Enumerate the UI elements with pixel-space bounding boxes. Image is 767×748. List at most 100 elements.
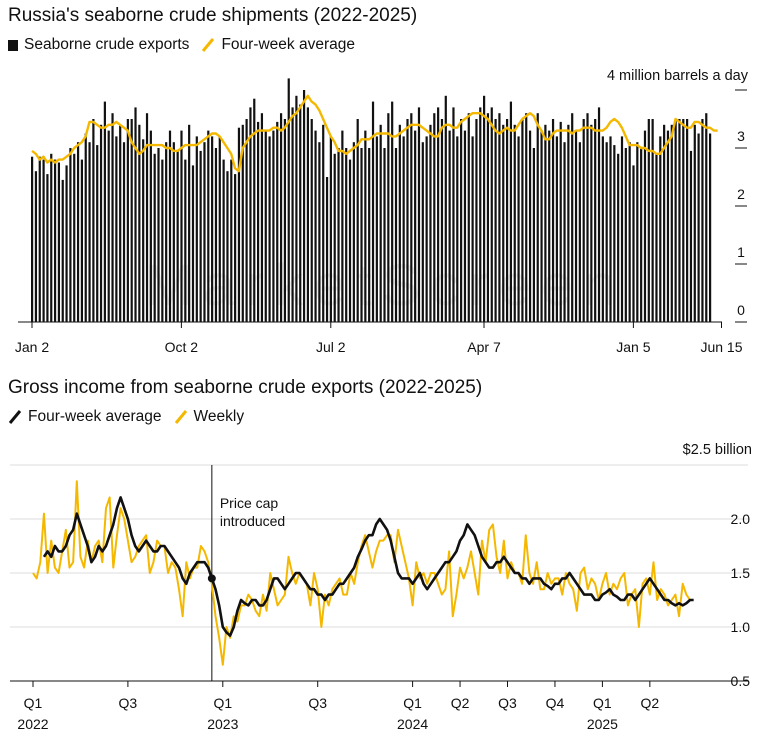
export-bar	[440, 119, 444, 322]
export-bar	[322, 124, 325, 322]
x-year-label: 2024	[397, 716, 428, 732]
export-bar	[222, 159, 225, 322]
export-bar	[184, 159, 187, 322]
export-bar	[249, 107, 252, 323]
export-bar	[483, 95, 486, 322]
yellow-line-swatch-icon	[174, 410, 187, 424]
bar-swatch-icon	[8, 39, 18, 51]
export-bar	[479, 107, 482, 323]
export-bar	[283, 119, 287, 322]
export-bar	[234, 174, 237, 322]
export-bar	[498, 113, 501, 322]
x-tick-label: Q3	[119, 695, 138, 711]
x-tick-label: Jul 2	[316, 339, 346, 355]
x-tick-label: Q2	[641, 695, 660, 711]
export-bar	[302, 90, 306, 322]
export-bar	[544, 124, 547, 322]
x-tick-label: Q2	[451, 695, 470, 711]
export-bar	[666, 130, 670, 322]
export-bar	[53, 159, 57, 322]
export-bar	[601, 136, 604, 322]
export-bar	[540, 130, 543, 322]
export-bar	[571, 113, 574, 322]
export-bar	[674, 119, 677, 322]
export-bar	[107, 130, 110, 322]
export-bar	[452, 107, 455, 323]
export-bar	[272, 130, 275, 322]
export-bar	[494, 119, 497, 322]
export-bar	[559, 121, 562, 323]
x-tick-label: Q1	[213, 695, 232, 711]
chart-title-income: Gross income from seaborne crude exports…	[8, 377, 483, 398]
export-bar	[161, 159, 164, 322]
export-bar	[257, 121, 260, 323]
export-bar	[689, 150, 693, 322]
x-tick-label: Q1	[593, 695, 612, 711]
export-bar	[609, 136, 612, 322]
export-bar	[678, 119, 681, 322]
export-bar	[467, 113, 470, 322]
x-year-label: 2023	[207, 716, 238, 732]
export-bar	[682, 119, 685, 322]
export-bar	[191, 165, 195, 322]
export-bar	[115, 136, 118, 322]
export-bar	[693, 124, 696, 322]
export-bar	[119, 124, 122, 322]
export-bar	[103, 101, 106, 322]
export-bar	[640, 148, 643, 322]
legend-label-weekly: Weekly	[193, 408, 245, 425]
export-bar	[264, 130, 267, 322]
export-bar	[563, 142, 566, 322]
export-bar	[643, 130, 647, 322]
export-bar	[157, 148, 160, 322]
export-bar	[597, 107, 601, 323]
x-tick-label: Oct 2	[165, 339, 199, 355]
export-bar	[142, 139, 145, 322]
legend-item-income-avg: Four-week average	[8, 408, 162, 426]
export-bar	[38, 156, 41, 322]
export-bar	[398, 124, 401, 322]
export-bar	[391, 101, 394, 322]
export-bar	[329, 136, 332, 322]
export-bar	[605, 142, 608, 322]
export-bar	[176, 150, 179, 322]
export-bar	[536, 113, 539, 322]
export-bar	[291, 107, 294, 323]
export-bar	[314, 130, 317, 322]
legend-item-avg: Four-week average	[201, 36, 355, 54]
export-bar	[341, 130, 344, 322]
export-bar	[697, 133, 700, 322]
export-bar	[352, 142, 355, 322]
export-bar	[199, 150, 202, 322]
export-bar	[590, 124, 593, 322]
export-bar	[551, 119, 555, 322]
export-bar	[486, 113, 490, 322]
export-bar	[414, 130, 417, 322]
export-bar	[647, 119, 650, 322]
export-bar	[253, 98, 256, 322]
export-bar	[279, 113, 283, 322]
avg-line-series	[31, 94, 718, 173]
x-tick-label: Jun 15	[700, 339, 742, 355]
export-bar	[306, 107, 309, 323]
y-tick-label: 2.0	[731, 511, 751, 527]
export-bar	[421, 142, 424, 322]
export-bar	[670, 124, 673, 322]
export-bar	[241, 124, 244, 322]
export-bar	[402, 136, 405, 322]
export-bar	[149, 130, 152, 322]
export-bar	[471, 136, 474, 322]
export-bar	[548, 130, 551, 322]
export-bar	[195, 136, 198, 322]
export-bar	[701, 119, 704, 322]
export-bar	[325, 177, 329, 322]
export-bar	[705, 113, 708, 322]
export-bar	[659, 136, 662, 322]
export-bar	[368, 148, 371, 322]
y-tick-label: 0	[737, 302, 745, 318]
export-bar	[69, 148, 72, 322]
export-bar	[586, 113, 589, 322]
export-bar	[356, 119, 359, 322]
export-bar	[655, 153, 658, 322]
